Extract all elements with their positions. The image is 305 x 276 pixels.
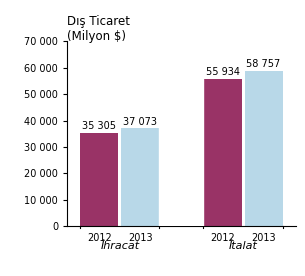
Text: 2012: 2012 <box>210 233 235 243</box>
Text: 2013: 2013 <box>128 233 153 243</box>
Bar <box>121 128 160 226</box>
Text: 37 073: 37 073 <box>124 116 157 126</box>
Text: 55 934: 55 934 <box>206 67 239 77</box>
Text: 2012: 2012 <box>87 233 112 243</box>
Text: İhracat: İhracat <box>100 241 139 251</box>
Text: 2013: 2013 <box>251 233 276 243</box>
Text: Dış Ticaret: Dış Ticaret <box>67 15 130 28</box>
Bar <box>245 71 283 226</box>
Bar <box>80 133 118 226</box>
Text: İtalat: İtalat <box>229 241 257 251</box>
Text: 58 757: 58 757 <box>246 59 281 69</box>
Bar <box>160 41 203 226</box>
Bar <box>203 79 242 226</box>
Text: 35 305: 35 305 <box>82 121 117 131</box>
Text: (Milyon $): (Milyon $) <box>67 30 126 43</box>
